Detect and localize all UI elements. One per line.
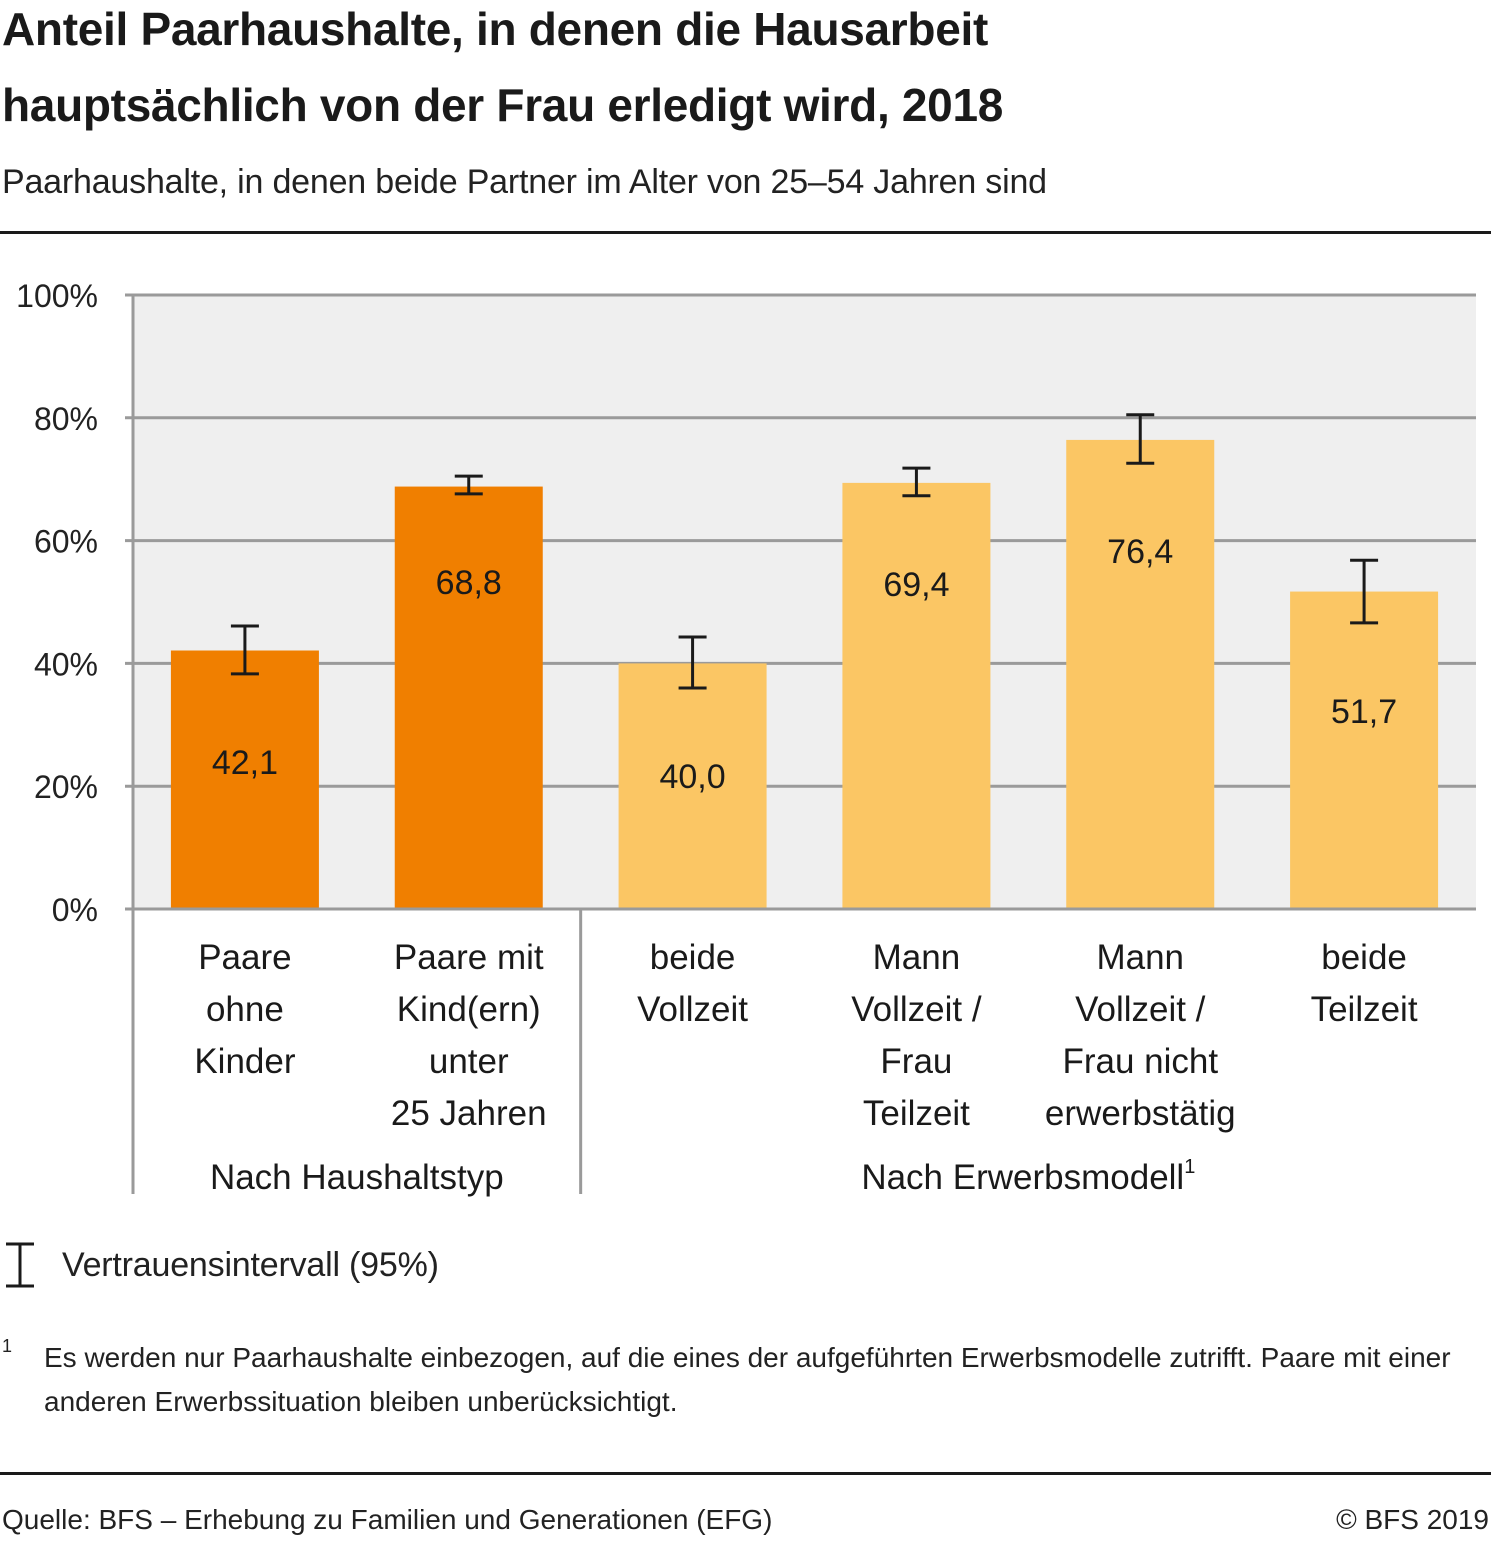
data-label: 69,4 <box>883 566 949 604</box>
legend-label: Vertrauensintervall (95%) <box>62 1245 439 1284</box>
bar-chart: 0% 20% 40% 60% 80% 100% 42,1 68,8 40,0 69,4 76,4 51… <box>16 278 1476 1197</box>
bar <box>394 486 543 909</box>
category-label: Frau <box>880 1042 952 1081</box>
bar <box>170 650 319 909</box>
group-label-superscript: 1 <box>1184 1156 1195 1178</box>
error-bar-icon <box>6 1242 34 1288</box>
y-tick-label: 100% <box>16 278 98 314</box>
chart-subtitle: Paarhaushalte, in denen beide Partner im… <box>2 163 1047 201</box>
bottom-divider <box>0 1472 1491 1475</box>
group-label: Nach Haushaltstyp <box>210 1158 504 1197</box>
category-label: Vollzeit <box>637 990 748 1029</box>
chart-title-line-2: hauptsächlich von der Frau erledigt wird… <box>2 79 1004 131</box>
plot-area <box>133 295 1476 909</box>
category-label: Mann <box>873 938 961 977</box>
data-label: 42,1 <box>212 744 278 782</box>
data-label: 68,8 <box>436 564 502 602</box>
y-tick-label: 80% <box>34 401 98 437</box>
category-label: Paare <box>198 938 291 977</box>
category-label: Kind(ern) <box>397 990 541 1029</box>
category-label: beide <box>1321 938 1407 977</box>
bar <box>1066 439 1215 909</box>
y-tick-label: 0% <box>52 892 98 928</box>
chart-title-line-1: Anteil Paarhaushalte, in denen die Hausa… <box>2 3 988 55</box>
category-label: Teilzeit <box>1311 990 1418 1029</box>
category-label: Kinder <box>194 1042 296 1081</box>
y-tick-label: 60% <box>34 524 98 560</box>
category-label: Vollzeit / <box>851 990 982 1029</box>
category-label: Teilzeit <box>863 1094 970 1133</box>
category-label: unter <box>429 1042 509 1081</box>
category-label: Frau nicht <box>1062 1042 1218 1081</box>
category-label: Vollzeit / <box>1075 990 1206 1029</box>
copyright-note: © BFS 2019 <box>1336 1504 1489 1535</box>
category-label: beide <box>650 938 736 977</box>
data-label: 51,7 <box>1331 693 1397 731</box>
category-label: 25 Jahren <box>391 1094 547 1133</box>
data-label: 40,0 <box>659 758 725 796</box>
category-label: erwerbstätig <box>1045 1094 1236 1133</box>
category-label: Mann <box>1096 938 1184 977</box>
data-label: 76,4 <box>1107 533 1173 571</box>
bar <box>618 663 767 909</box>
top-divider <box>0 231 1491 234</box>
source-note: Quelle: BFS – Erhebung zu Familien und G… <box>2 1504 773 1535</box>
group-label: Nach Erwerbsmodell1 <box>861 1156 1195 1197</box>
category-label: Paare mit <box>394 938 544 977</box>
y-tick-label: 40% <box>34 646 98 682</box>
legend: Vertrauensintervall (95%) <box>0 1240 439 1290</box>
footnote-text: Es werden nur Paarhaushalte einbezogen, … <box>44 1342 1451 1417</box>
footnote-marker: 1 <box>2 1336 13 1356</box>
bar <box>1290 591 1439 909</box>
category-label: ohne <box>206 990 284 1029</box>
bar <box>842 482 991 909</box>
y-tick-label: 20% <box>34 769 98 805</box>
